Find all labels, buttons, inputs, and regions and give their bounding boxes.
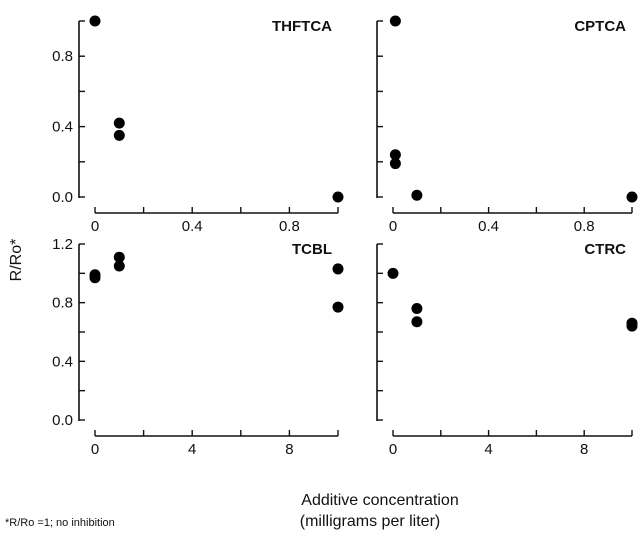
footnote: *R/Ro =1; no inhibition: [5, 517, 115, 529]
data-point: [411, 189, 423, 201]
data-point: [113, 117, 125, 129]
data-point: [113, 129, 125, 141]
x-tick-label: 0.4: [182, 218, 203, 235]
x-tick-label: 0: [91, 441, 99, 458]
y-tick-label: 0.8: [52, 48, 73, 65]
data-point: [411, 303, 423, 315]
data-point: [332, 263, 344, 275]
data-point: [89, 272, 101, 284]
y-tick-label: 0.4: [52, 119, 73, 136]
x-tick-label: 0: [389, 218, 397, 235]
x-tick-label: 0: [389, 441, 397, 458]
x-tick-label: 0.8: [279, 218, 300, 235]
data-point: [389, 15, 401, 27]
y-tick-label: 1.2: [52, 236, 73, 253]
y-tick-label: 0.4: [52, 353, 73, 370]
y-tick-label: 0.0: [52, 189, 73, 206]
x-tick-label: 0: [91, 218, 99, 235]
x-tick-label: 0.8: [574, 218, 595, 235]
x-tick-label: 8: [580, 441, 588, 458]
x-tick-label: 4: [484, 441, 492, 458]
data-point: [626, 191, 638, 203]
data-point: [389, 158, 401, 170]
panel-4: 0 4 8 CTRC: [376, 241, 638, 458]
data-point: [626, 320, 638, 332]
y-tick-label: 0.8: [52, 295, 73, 312]
y-tick-label: 0.0: [52, 412, 73, 429]
panel-title: CTRC: [584, 241, 626, 258]
data-point: [113, 260, 125, 272]
data-point: [89, 15, 101, 27]
panel-title: TCBL: [292, 241, 332, 258]
data-point: [387, 267, 399, 279]
panel-title: CPTCA: [574, 18, 626, 35]
data-point: [332, 191, 344, 203]
data-point: [389, 149, 401, 161]
y-axis-label: R/Ro*: [8, 239, 25, 282]
data-point: [113, 251, 125, 263]
x-tick-label: 0.4: [478, 218, 499, 235]
x-axis-label-line1: Additive concentration: [301, 492, 458, 509]
x-axis-label-line2: (milligrams per liter): [300, 513, 440, 530]
panel-title: THFTCA: [272, 18, 332, 35]
data-point: [411, 316, 423, 328]
panel-1: 0.0 0.4 0.8 0 0.4 0.8 THFTCA: [52, 15, 344, 235]
x-tick-label: 4: [188, 441, 196, 458]
data-point: [332, 301, 344, 313]
panel-3: 0.0 0.4 0.8 1.2 0 4 8 TCBL: [52, 236, 344, 458]
x-tick-label: 8: [285, 441, 293, 458]
panel-2: 0 0.4 0.8 CPTCA: [376, 15, 638, 235]
